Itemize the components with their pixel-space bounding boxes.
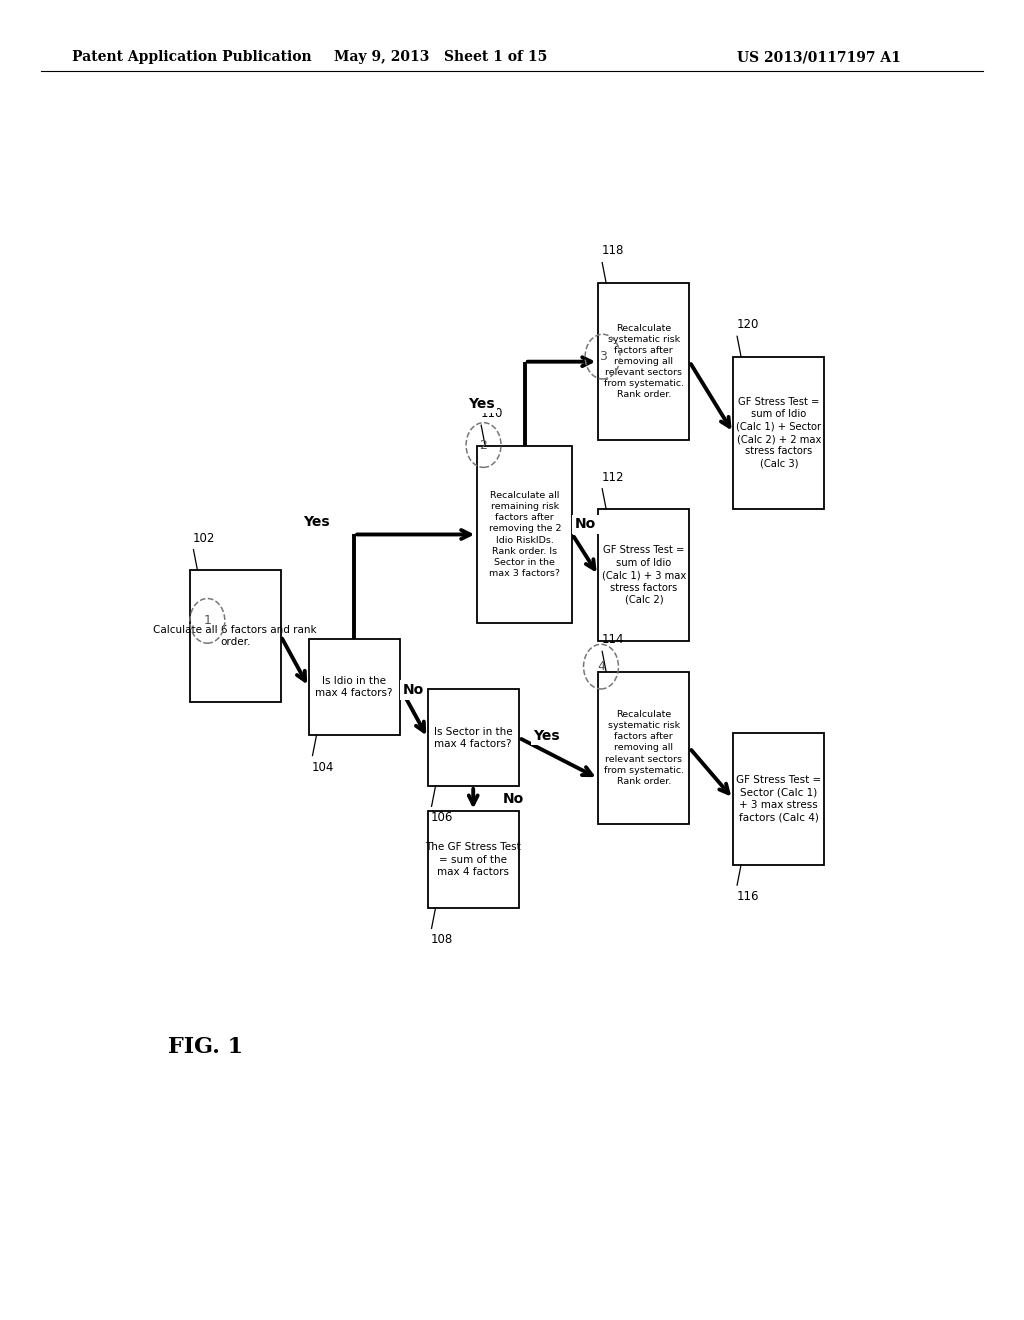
Text: No: No [574,517,596,532]
Text: 3: 3 [599,350,606,363]
Text: 114: 114 [601,634,624,647]
Text: 4: 4 [597,660,605,673]
FancyBboxPatch shape [598,510,689,642]
Text: 106: 106 [431,812,454,825]
Text: 112: 112 [601,471,624,483]
Text: 108: 108 [431,933,453,946]
Text: 118: 118 [601,244,624,257]
FancyBboxPatch shape [598,282,689,441]
Text: Is Sector in the
max 4 factors?: Is Sector in the max 4 factors? [434,726,513,748]
Text: Yes: Yes [468,396,495,411]
FancyBboxPatch shape [308,639,399,735]
FancyBboxPatch shape [598,672,689,824]
Text: Recalculate all
remaining risk
factors after
removing the 2
Idio RiskIDs.
Rank o: Recalculate all remaining risk factors a… [488,491,561,578]
FancyBboxPatch shape [733,733,824,865]
Text: GF Stress Test =
sum of Idio
(Calc 1) + 3 max
stress factors
(Calc 2): GF Stress Test = sum of Idio (Calc 1) + … [602,545,686,605]
Text: 120: 120 [736,318,759,331]
Text: May 9, 2013   Sheet 1 of 15: May 9, 2013 Sheet 1 of 15 [334,50,547,65]
Text: US 2013/0117197 A1: US 2013/0117197 A1 [737,50,901,65]
Text: Patent Application Publication: Patent Application Publication [72,50,311,65]
Text: 104: 104 [311,760,334,774]
Text: 1: 1 [204,614,211,627]
FancyBboxPatch shape [477,446,572,623]
FancyBboxPatch shape [733,356,824,510]
FancyBboxPatch shape [428,689,519,785]
Text: 2: 2 [479,438,487,451]
Text: The GF Stress Test
= sum of the
max 4 factors: The GF Stress Test = sum of the max 4 fa… [425,842,521,876]
FancyBboxPatch shape [428,812,519,908]
Text: Calculate all 6 factors and rank
order.: Calculate all 6 factors and rank order. [154,624,317,647]
Text: Is Idio in the
max 4 factors?: Is Idio in the max 4 factors? [315,676,393,698]
Text: 102: 102 [193,532,215,545]
Text: Recalculate
systematic risk
factors after
removing all
relevant sectors
from sys: Recalculate systematic risk factors afte… [604,710,684,785]
Text: No: No [403,682,424,697]
FancyBboxPatch shape [189,570,281,702]
Text: 116: 116 [736,890,759,903]
Text: Recalculate
systematic risk
factors after
removing all
relevant sectors
from sys: Recalculate systematic risk factors afte… [604,323,684,400]
Text: GF Stress Test =
Sector (Calc 1)
+ 3 max stress
factors (Calc 4): GF Stress Test = Sector (Calc 1) + 3 max… [736,775,821,822]
Text: No: No [502,792,523,805]
Text: GF Stress Test =
sum of Idio
(Calc 1) + Sector
(Calc 2) + 2 max
stress factors
(: GF Stress Test = sum of Idio (Calc 1) + … [736,397,821,469]
Text: Yes: Yes [303,515,330,529]
Text: Yes: Yes [534,729,560,743]
Text: 110: 110 [480,407,503,420]
Text: FIG. 1: FIG. 1 [168,1036,243,1057]
